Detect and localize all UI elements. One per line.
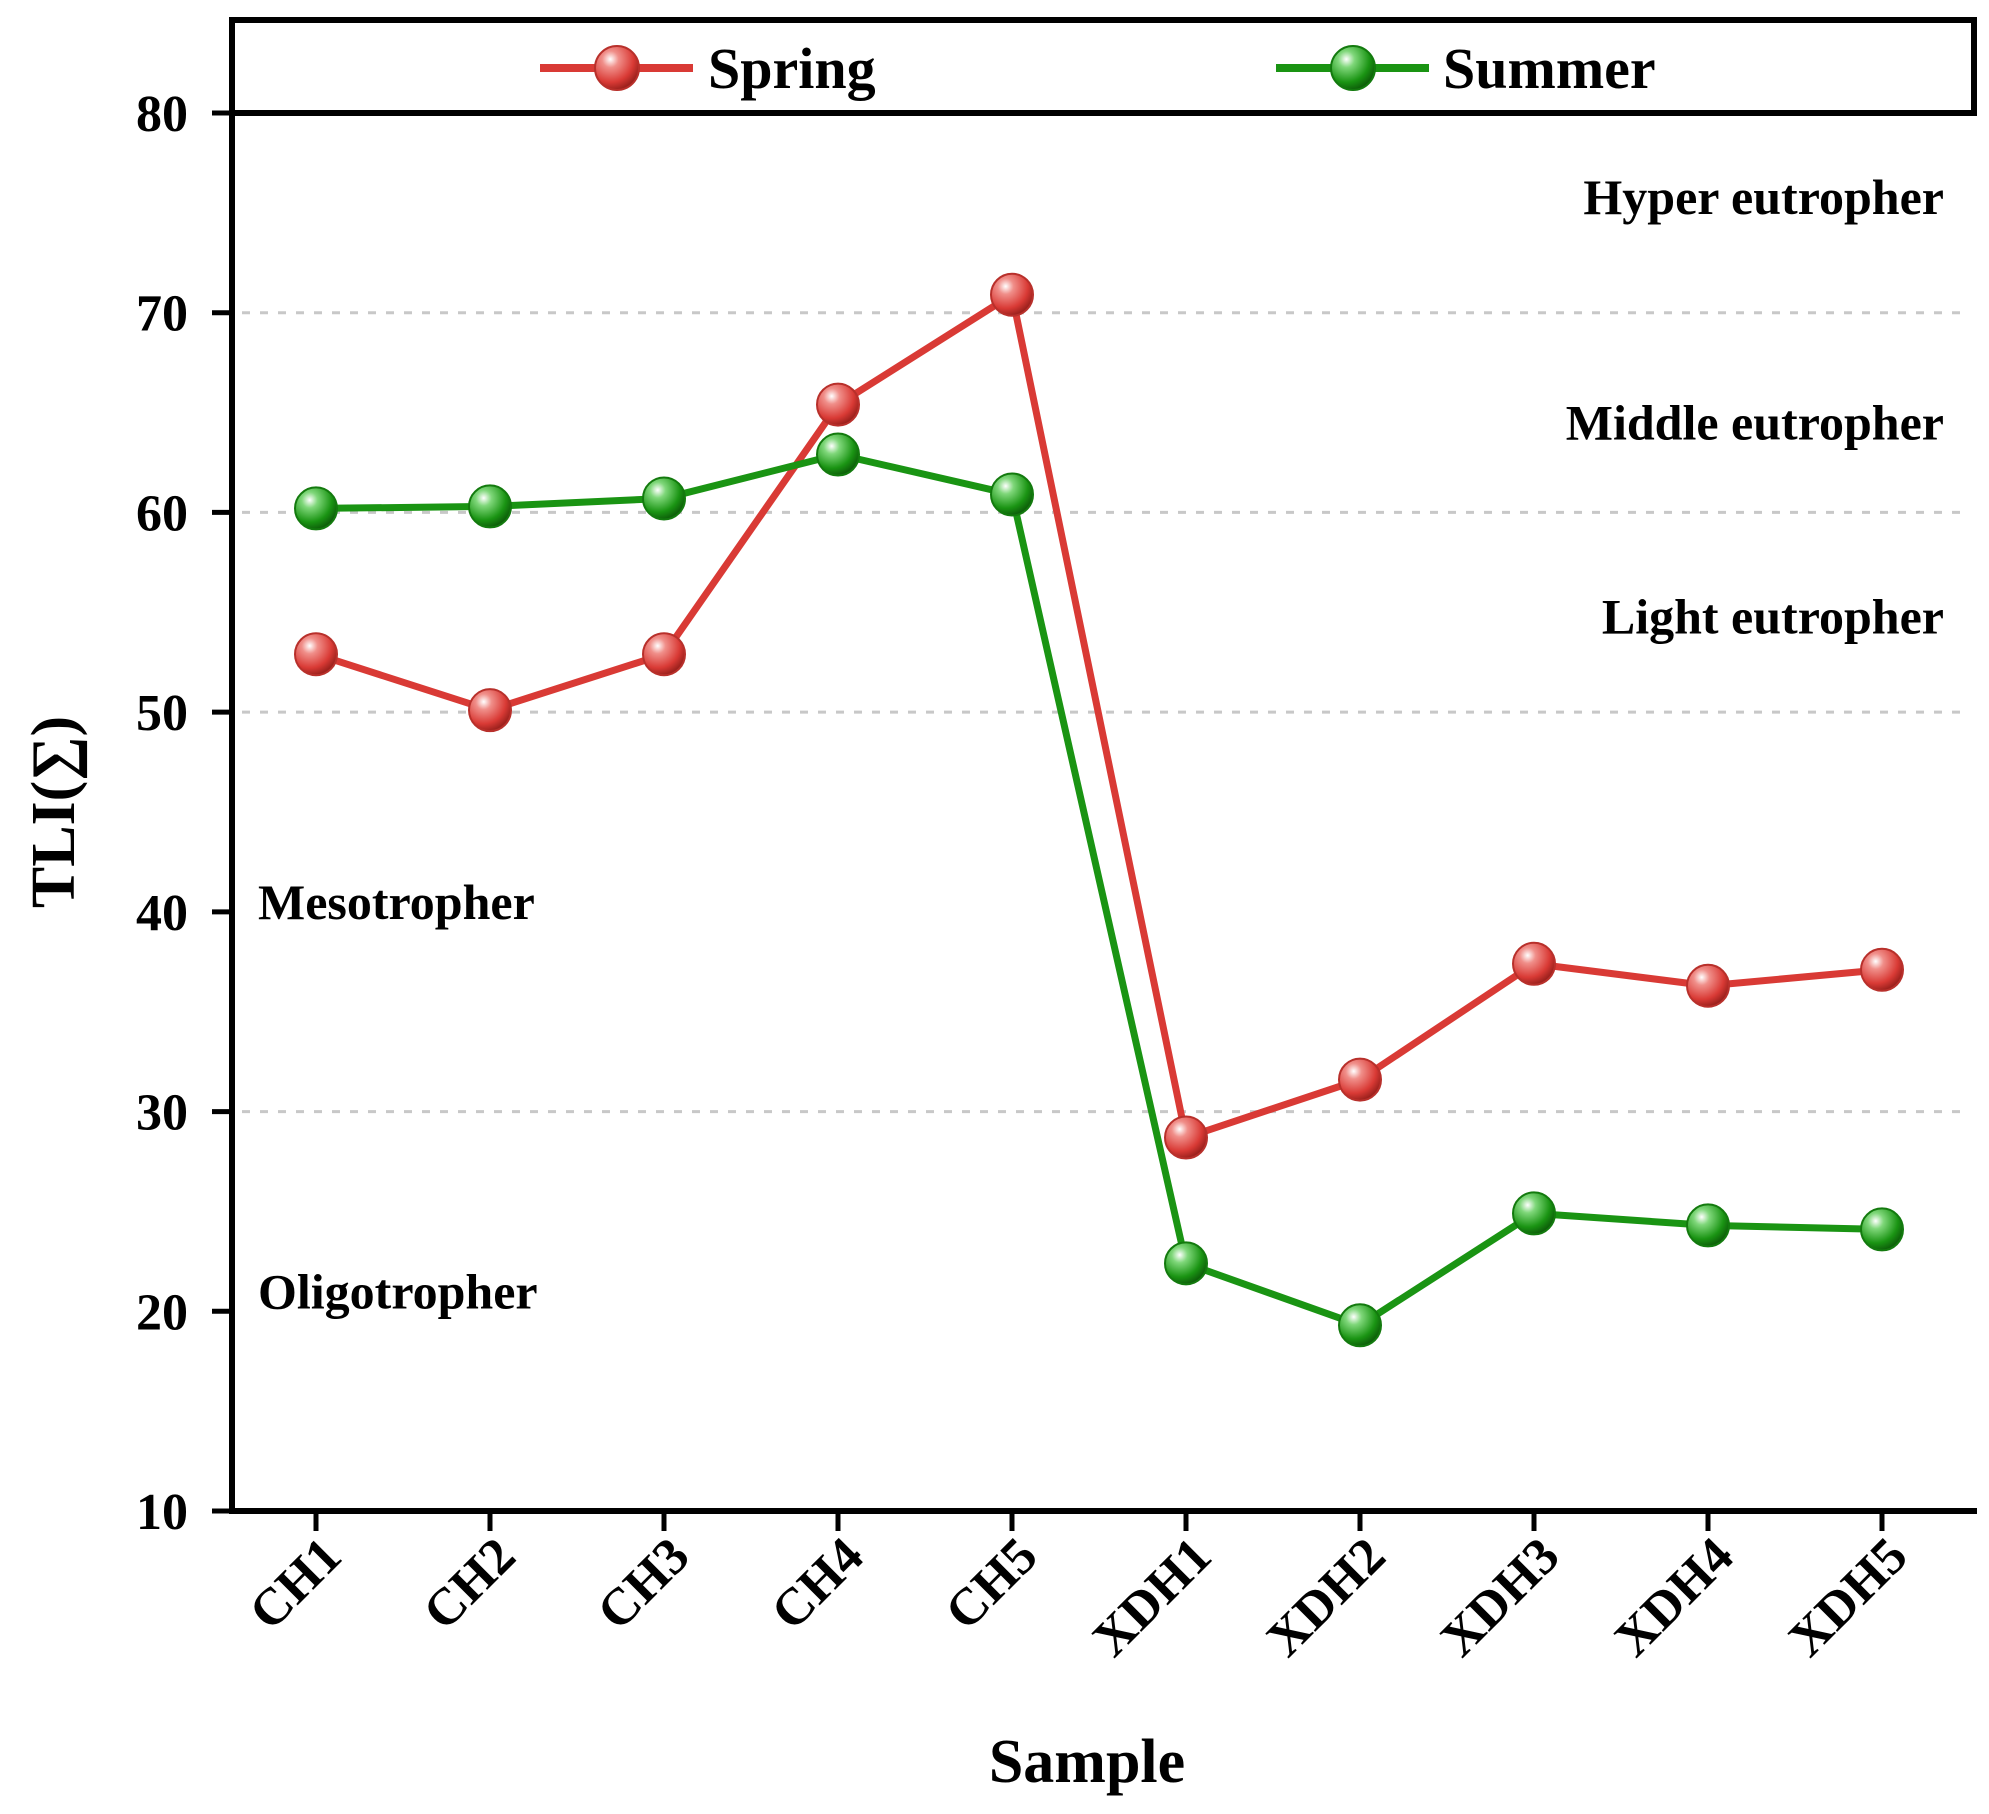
- x-tick-label: CH5: [935, 1527, 1049, 1641]
- x-tick-label: XDH4: [1604, 1527, 1744, 1667]
- legend: Spring Summer: [540, 36, 1656, 101]
- data-point-spring-ch2: [468, 688, 512, 733]
- data-point-summer-ch1: [294, 486, 338, 531]
- legend-spring-label: Spring: [708, 36, 876, 101]
- data-point-spring-ch5: [990, 272, 1034, 317]
- data-point-spring-xdh5: [1860, 947, 1904, 992]
- y-tick-label: 40: [136, 885, 188, 942]
- x-tick-label: XDH1: [1082, 1527, 1222, 1667]
- x-tick-label: XDH2: [1256, 1527, 1396, 1667]
- data-point-summer-xdh4: [1686, 1203, 1730, 1248]
- y-axis-title: TLI(∑): [20, 716, 88, 908]
- data-point-summer-ch2: [468, 484, 512, 529]
- y-tick-label: 80: [136, 86, 188, 143]
- y-tick-label: 50: [136, 685, 188, 742]
- data-point-summer-ch5: [990, 472, 1034, 517]
- series-line-spring: [314, 291, 1883, 1142]
- x-tick-label: CH1: [239, 1527, 353, 1641]
- data-point-spring-xdh3: [1512, 941, 1556, 986]
- x-tick-label: CH2: [413, 1527, 527, 1641]
- data-point-summer-xdh2: [1338, 1303, 1382, 1348]
- axes: [229, 17, 1977, 1514]
- x-ticks: CH1 CH2 CH3 CH4 CH5 XDH1 XDH2 XDH3 XDH4 …: [239, 1511, 1918, 1668]
- series-line-summer: [315, 451, 1883, 1329]
- zone-label-middle-eutropher: Middle eutropher: [1566, 395, 1944, 451]
- data-point-summer-xdh1: [1164, 1241, 1208, 1286]
- legend-summer-label: Summer: [1443, 36, 1656, 101]
- y-tick-label: 30: [136, 1085, 188, 1142]
- y-tick-label: 20: [136, 1284, 188, 1341]
- data-point-spring-ch1: [294, 632, 338, 677]
- zone-labels: Hyper eutropher Middle eutropher Light e…: [258, 169, 1944, 1319]
- x-tick-label: CH4: [761, 1527, 875, 1641]
- x-tick-label: CH3: [587, 1527, 701, 1641]
- data-point-spring-ch4: [816, 382, 860, 427]
- legend-spring-marker: [594, 45, 640, 91]
- x-tick-label: XDH5: [1778, 1527, 1918, 1667]
- y-tick-label: 60: [136, 485, 188, 542]
- data-point-spring-xdh2: [1338, 1057, 1382, 1102]
- zone-label-oligotropher: Oligotropher: [258, 1263, 538, 1319]
- y-tick-label: 10: [136, 1484, 188, 1541]
- x-axis-title: Sample: [989, 1728, 1185, 1796]
- zone-label-hyper-eutropher: Hyper eutropher: [1583, 169, 1944, 225]
- data-point-spring-xdh1: [1164, 1115, 1208, 1160]
- y-ticks: 10 20 30 40 50 60 70 80: [136, 86, 232, 1541]
- zone-label-light-eutropher: Light eutropher: [1602, 588, 1944, 644]
- x-tick-label: XDH3: [1430, 1527, 1570, 1667]
- data-point-summer-ch3: [642, 476, 686, 521]
- series-layer: [294, 272, 1904, 1348]
- legend-summer-marker: [1330, 45, 1376, 91]
- data-point-spring-xdh4: [1686, 963, 1730, 1008]
- data-point-summer-ch4: [816, 432, 860, 477]
- data-point-summer-xdh5: [1860, 1207, 1904, 1252]
- data-point-summer-xdh3: [1512, 1191, 1556, 1236]
- y-tick-label: 70: [136, 286, 188, 343]
- data-point-spring-ch3: [642, 632, 686, 677]
- zone-label-mesotropher: Mesotropher: [258, 874, 535, 930]
